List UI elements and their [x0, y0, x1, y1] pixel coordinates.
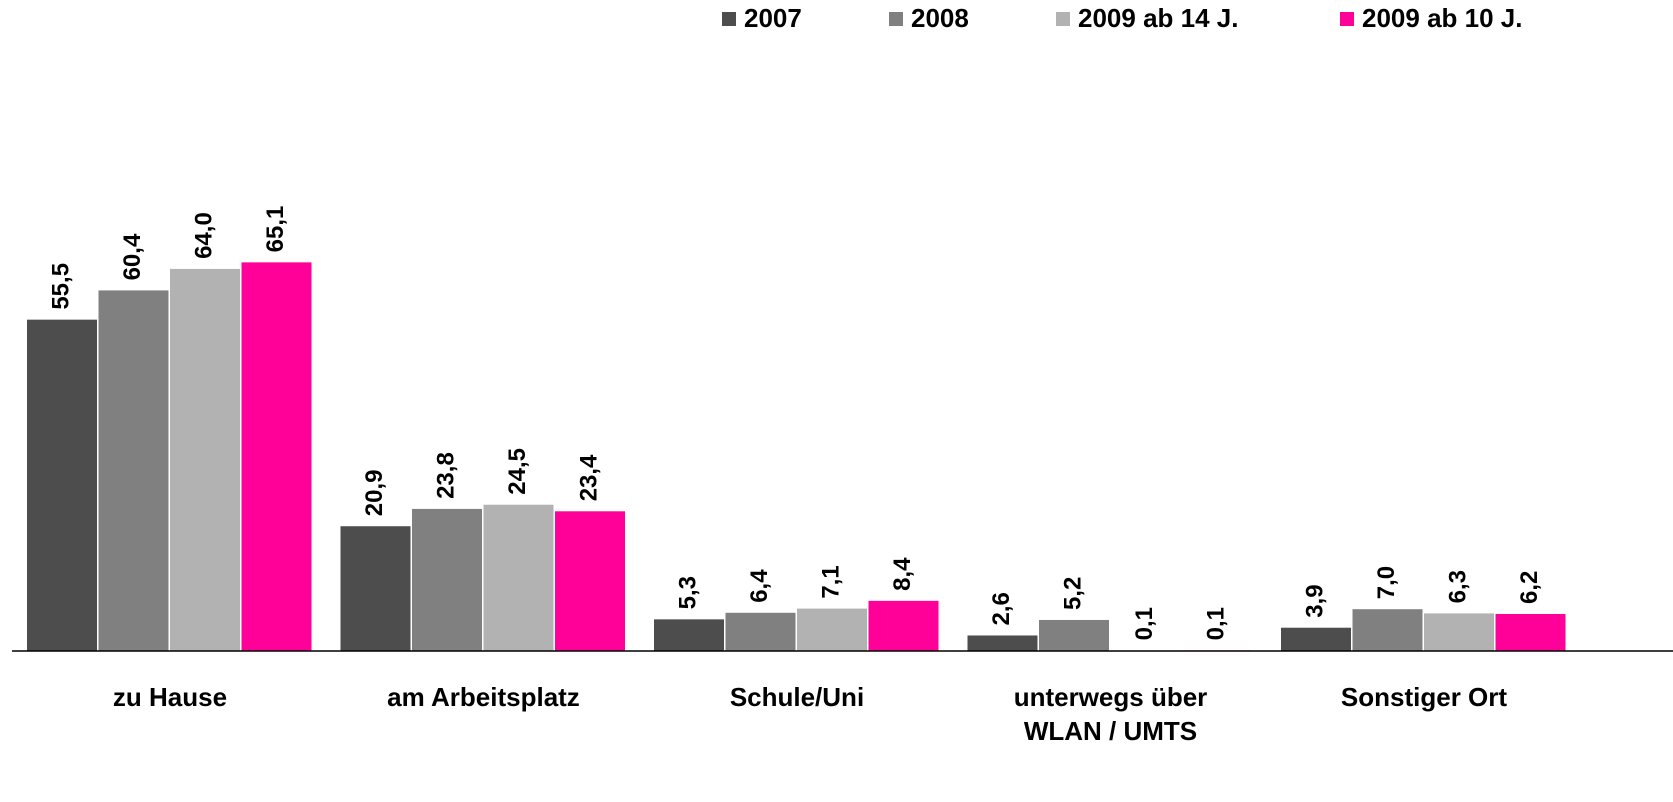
- bar: [98, 290, 169, 651]
- x-tick-label: zu Hause: [112, 682, 228, 712]
- value-label: 6,2: [1516, 571, 1543, 604]
- value-label: 2,6: [988, 592, 1015, 625]
- value-label: 0,1: [1202, 607, 1229, 640]
- bar: [1039, 619, 1109, 651]
- bar: [412, 508, 482, 651]
- legend-label: 2008: [911, 3, 969, 33]
- bar: [725, 612, 796, 651]
- x-tick-label: Schule/Uni: [729, 682, 865, 712]
- x-tick-label: Sonstiger Ort: [1340, 682, 1508, 712]
- bar: [967, 635, 1038, 651]
- bar: [1424, 613, 1494, 651]
- value-label: 5,3: [674, 576, 701, 609]
- x-tick-label: am Arbeitsplatz: [387, 682, 580, 712]
- value-label: 60,4: [119, 233, 146, 280]
- x-tick-label: unterwegs über WLAN / UMTS: [1013, 682, 1208, 746]
- value-label: 24,5: [504, 448, 531, 495]
- bar: [1352, 609, 1423, 651]
- legend-swatch: [1340, 12, 1354, 26]
- value-label: 0,1: [1131, 607, 1158, 640]
- bar: [555, 511, 625, 651]
- legend-label: 2009 ab 14 J.: [1078, 3, 1238, 33]
- bar: [27, 319, 97, 651]
- value-label: 23,4: [575, 454, 602, 501]
- bar: [170, 268, 240, 651]
- bar: [1281, 627, 1351, 651]
- value-label: 23,8: [432, 452, 459, 499]
- bar: [1495, 613, 1566, 651]
- value-label: 65,1: [262, 206, 289, 253]
- value-label: 64,0: [190, 212, 217, 259]
- legend-swatch: [889, 12, 903, 26]
- bar: [868, 600, 939, 651]
- value-label: 5,2: [1059, 577, 1086, 610]
- value-label: 6,3: [1444, 570, 1471, 603]
- legend-label: 2009 ab 10 J.: [1362, 3, 1522, 33]
- value-label: 55,5: [47, 263, 74, 310]
- value-label: 6,4: [746, 569, 773, 603]
- value-label: 7,1: [817, 565, 844, 598]
- value-label: 20,9: [361, 470, 388, 517]
- bar: [241, 262, 312, 651]
- legend-swatch: [722, 12, 736, 26]
- value-label: 3,9: [1301, 584, 1328, 617]
- value-label: 7,0: [1373, 566, 1400, 599]
- legend-swatch: [1056, 12, 1070, 26]
- value-label: 8,4: [889, 557, 916, 591]
- bar: [483, 504, 554, 651]
- bar: [797, 608, 867, 651]
- legend-label: 2007: [744, 3, 802, 33]
- bar: [340, 526, 411, 651]
- bar: [654, 619, 724, 651]
